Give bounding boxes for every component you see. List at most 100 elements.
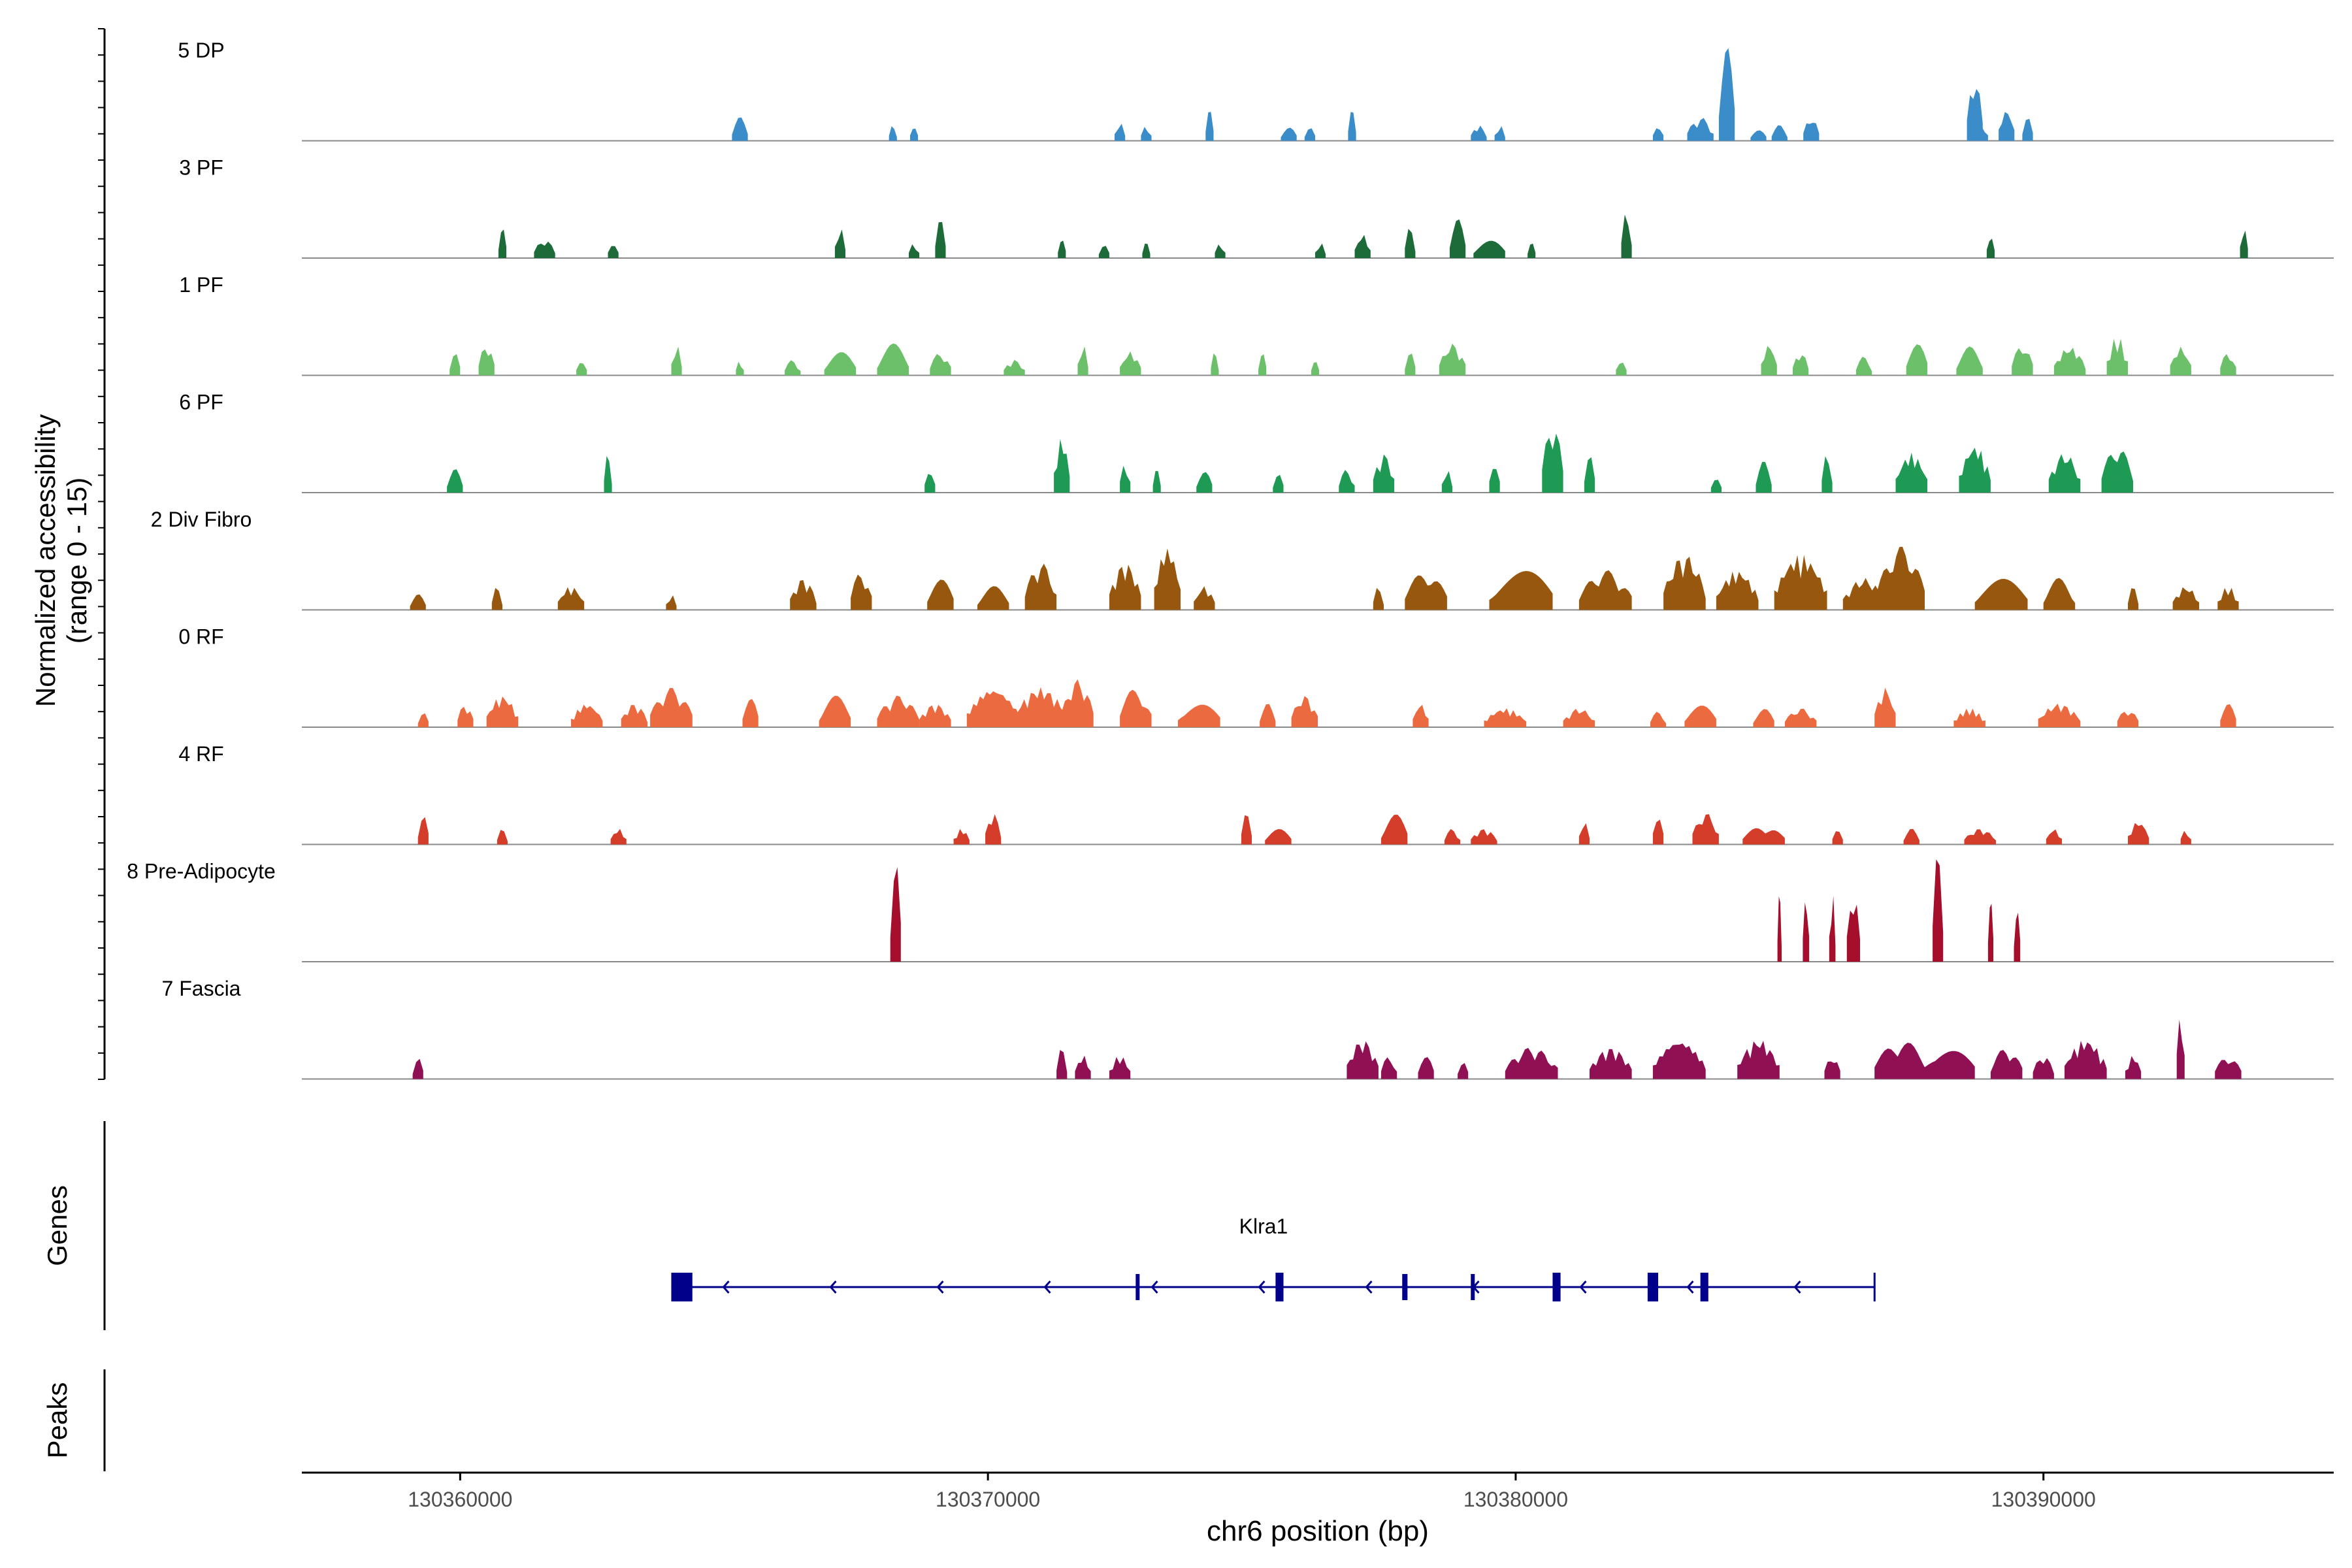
coverage-peak (491, 587, 502, 610)
peaks-panel: Peaks (42, 1369, 106, 1471)
coverage-peak (1803, 122, 1820, 141)
coverage-peak (1211, 353, 1219, 376)
coverage-peak (1829, 896, 1836, 962)
coverage-peak (1273, 474, 1284, 493)
coverage-peak (1753, 709, 1774, 727)
coverage-peak (2240, 230, 2248, 258)
coverage-tracks: 5 DP 3 PF 1 PF 6 PF 2 Div Fibro 0 RF 4 RF 8 Pre… (127, 39, 2334, 1080)
coverage-peak (1471, 829, 1497, 845)
coverage-peak (910, 128, 919, 141)
coverage-peak (2048, 454, 2081, 493)
track-6-pf: 6 PF (179, 391, 2334, 493)
coverage-peak (671, 346, 682, 376)
coverage-peak (1120, 351, 1141, 376)
coverage-peak (877, 343, 909, 376)
coverage-peak (1986, 238, 1995, 258)
coverage-peak (1380, 1057, 1397, 1079)
coverage-peak (1578, 823, 1590, 845)
coverage-peak (1616, 363, 1627, 376)
coverage-peak (1418, 1057, 1434, 1079)
gene-exon (1275, 1273, 1284, 1301)
strand-arrow (1793, 1281, 1801, 1294)
coverage-peak (2215, 1060, 2242, 1079)
coverage-peak (834, 229, 845, 258)
coverage-peak (1014, 687, 1068, 727)
coverage-peak (1761, 346, 1777, 376)
coverage-peak (2170, 346, 2191, 376)
coverage-peak (1489, 468, 1500, 493)
coverage-peak (1109, 1056, 1131, 1079)
track-label: 8 Pre-Adipocyte (127, 860, 276, 883)
coverage-peak (1756, 461, 1772, 493)
coverage-peak (1842, 578, 1886, 610)
gene-exon (1552, 1273, 1561, 1301)
coverage-peak (621, 705, 648, 727)
coverage-peak (1906, 344, 1927, 376)
coverage-peak (1056, 1050, 1068, 1079)
coverage-peak (1484, 708, 1527, 727)
y-axis-label-line1: Normalized accessibility (30, 414, 61, 707)
coverage-peak (2172, 587, 2199, 610)
coverage-peak (877, 695, 920, 727)
coverage-peak (1687, 118, 1714, 141)
coverage-peak (2014, 912, 2021, 962)
coverage-peak (610, 828, 627, 845)
coverage-peak (1921, 1051, 1975, 1079)
coverage-peak (1120, 465, 1131, 493)
coverage-peak (2117, 711, 2139, 727)
gene-exon (671, 1273, 693, 1301)
gene-exon (1135, 1274, 1140, 1300)
coverage-peak (2053, 348, 2086, 376)
coverage-peak (1152, 470, 1161, 493)
coverage-peak (1024, 563, 1057, 610)
coverage-peak (790, 580, 817, 610)
coverage-peak (1258, 354, 1267, 376)
coverage-peak (1578, 570, 1632, 610)
coverage-peak (1141, 127, 1152, 141)
coverage-peak (1458, 1063, 1469, 1079)
coverage-peak (1354, 235, 1371, 258)
coverage-peak (417, 713, 429, 727)
strand-arrow (936, 1281, 944, 1294)
coverage-peak (457, 706, 474, 727)
coverage-peak (1196, 472, 1213, 493)
coverage-peak (1737, 1041, 1780, 1079)
coverage-peak (1077, 346, 1088, 376)
coverage-peak (1177, 704, 1220, 727)
coverage-peak (2128, 588, 2139, 610)
coverage-peak (909, 244, 920, 258)
coverage-peak (2065, 1041, 2107, 1079)
x-tick-label: 130370000 (936, 1488, 1040, 1511)
coverage-peak (2101, 451, 2133, 493)
peaks-track-label: Peaks (42, 1382, 73, 1459)
strand-arrow (1365, 1281, 1373, 1294)
coverage-peak (1494, 126, 1505, 141)
coverage-peak (1215, 244, 1226, 258)
coverage-peak (449, 354, 461, 376)
coverage-peak (1405, 575, 1447, 610)
coverage-peak (1075, 1055, 1091, 1079)
coverage-peak (1877, 546, 1925, 610)
x-axis-label: chr6 position (bp) (1207, 1515, 1429, 1547)
coverage-peak (1846, 904, 1860, 962)
coverage-peak (1471, 125, 1487, 141)
coverage-peak (2125, 1056, 2142, 1079)
coverage-peak (1473, 240, 1505, 258)
coverage-peak (919, 704, 951, 727)
coverage-peak (1692, 814, 1719, 845)
track-label: 1 PF (179, 273, 223, 297)
track-label: 4 RF (178, 742, 223, 766)
coverage-peak (1563, 708, 1595, 727)
strand-arrow (1686, 1281, 1694, 1294)
gene-model[interactable] (671, 1273, 1876, 1301)
coverage-peak (1339, 470, 1355, 493)
track-7-fascia: 7 Fascia (162, 977, 2334, 1080)
coverage-peak (2180, 830, 2191, 845)
track-3-pf: 3 PF (179, 156, 2334, 259)
coverage-peak (1281, 127, 1297, 141)
coverage-peak (576, 363, 587, 376)
strand-arrow (1043, 1281, 1051, 1294)
coverage-peak (1527, 243, 1536, 258)
coverage-peak (1959, 448, 1991, 493)
coverage-peak (785, 360, 801, 376)
